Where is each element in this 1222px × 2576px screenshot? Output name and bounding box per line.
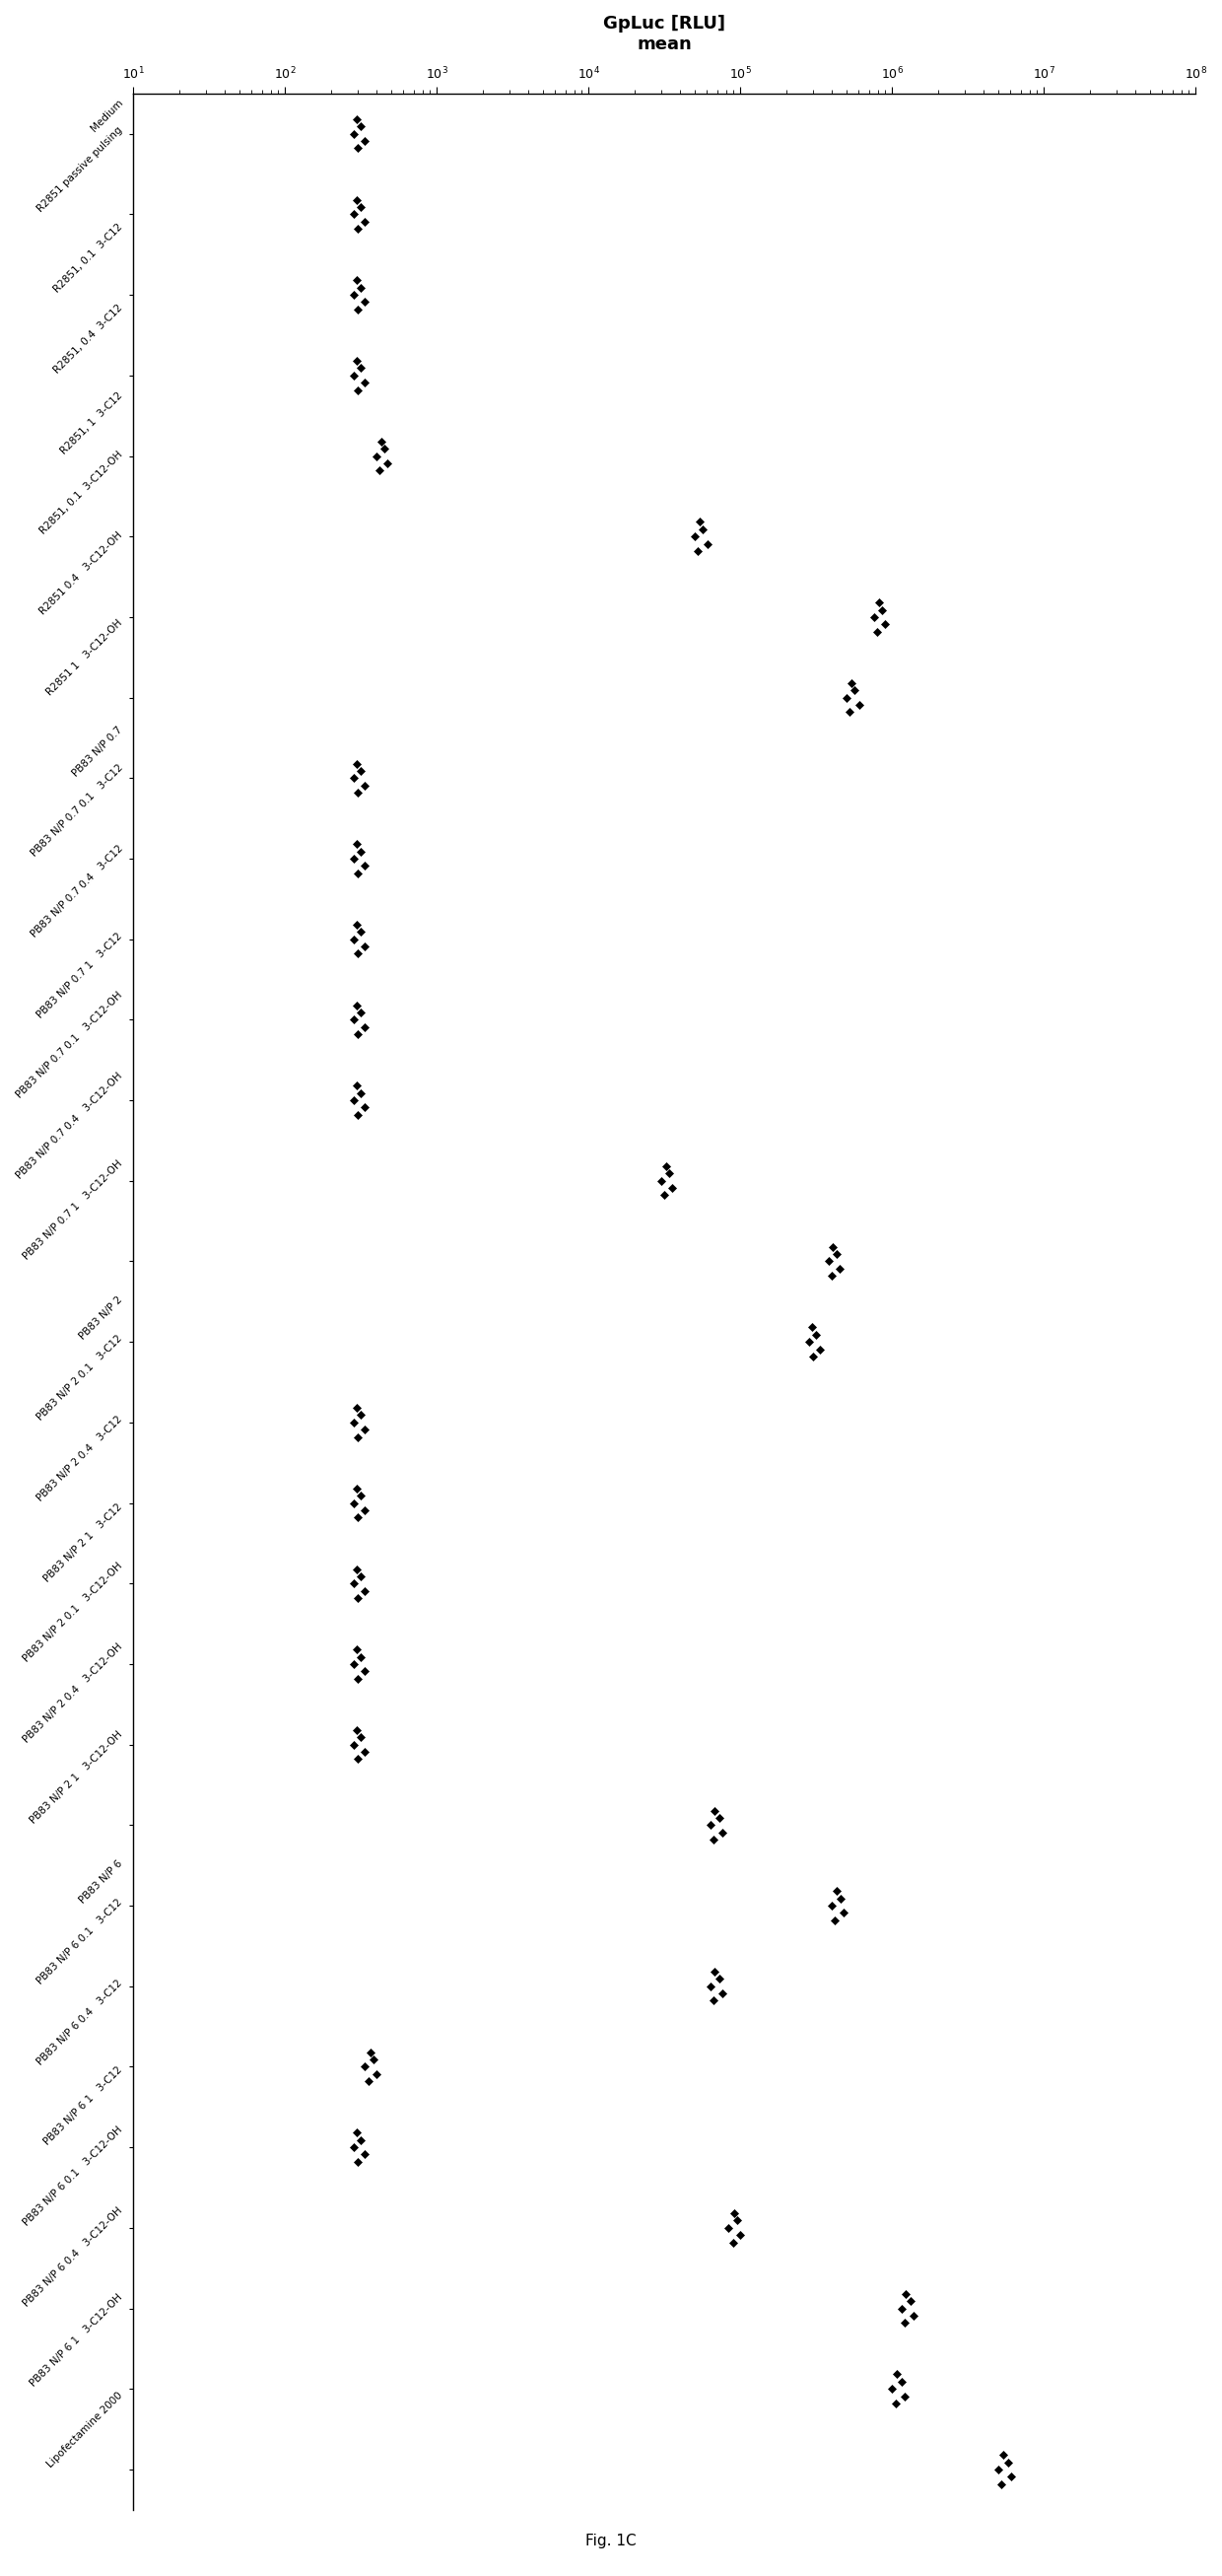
Title: GpLuc [RLU]
mean: GpLuc [RLU] mean (604, 15, 726, 54)
Text: Fig. 1C: Fig. 1C (585, 2532, 637, 2548)
